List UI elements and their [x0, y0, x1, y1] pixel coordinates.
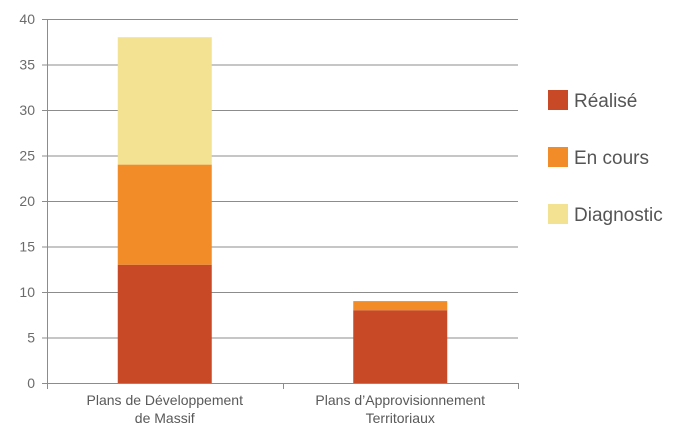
x-category-label: Plans d’Approvisionnement Territoriaux [315, 392, 485, 426]
legend: Réalisé En cours Diagnostic [548, 90, 663, 226]
legend-label: Diagnostic [574, 205, 663, 226]
bar-en-cours-0 [117, 164, 212, 265]
y-tick-label: 40 [19, 11, 35, 27]
legend-label: En cours [574, 148, 649, 169]
y-tick-label: 30 [19, 102, 35, 118]
axes [42, 19, 519, 389]
legend-swatch [548, 90, 568, 110]
legend-swatch [548, 204, 568, 224]
legend-label: Réalisé [574, 91, 637, 112]
y-tick-label: 25 [19, 148, 35, 164]
y-tick-label: 5 [27, 330, 35, 346]
y-tick-label: 10 [19, 284, 35, 300]
bar-en-cours-1 [353, 301, 448, 311]
y-tick-labels: 0 5 10 15 20 25 30 35 40 [19, 11, 35, 391]
gridlines [47, 19, 518, 339]
y-tick-label: 20 [19, 193, 35, 209]
y-tick-label: 35 [19, 57, 35, 73]
y-tick-label: 15 [19, 239, 35, 255]
bar-r-alis--0 [117, 264, 212, 383]
bar-diagnostic-0 [117, 37, 212, 165]
x-category-labels: Plans de Développement de Massif Plans d’A… [87, 392, 486, 426]
x-category-label: Plans de Développement de Massif [87, 392, 244, 426]
bars [117, 37, 448, 383]
y-tick-label: 0 [27, 375, 35, 391]
legend-swatch [548, 147, 568, 167]
bar-r-alis--1 [353, 310, 448, 383]
